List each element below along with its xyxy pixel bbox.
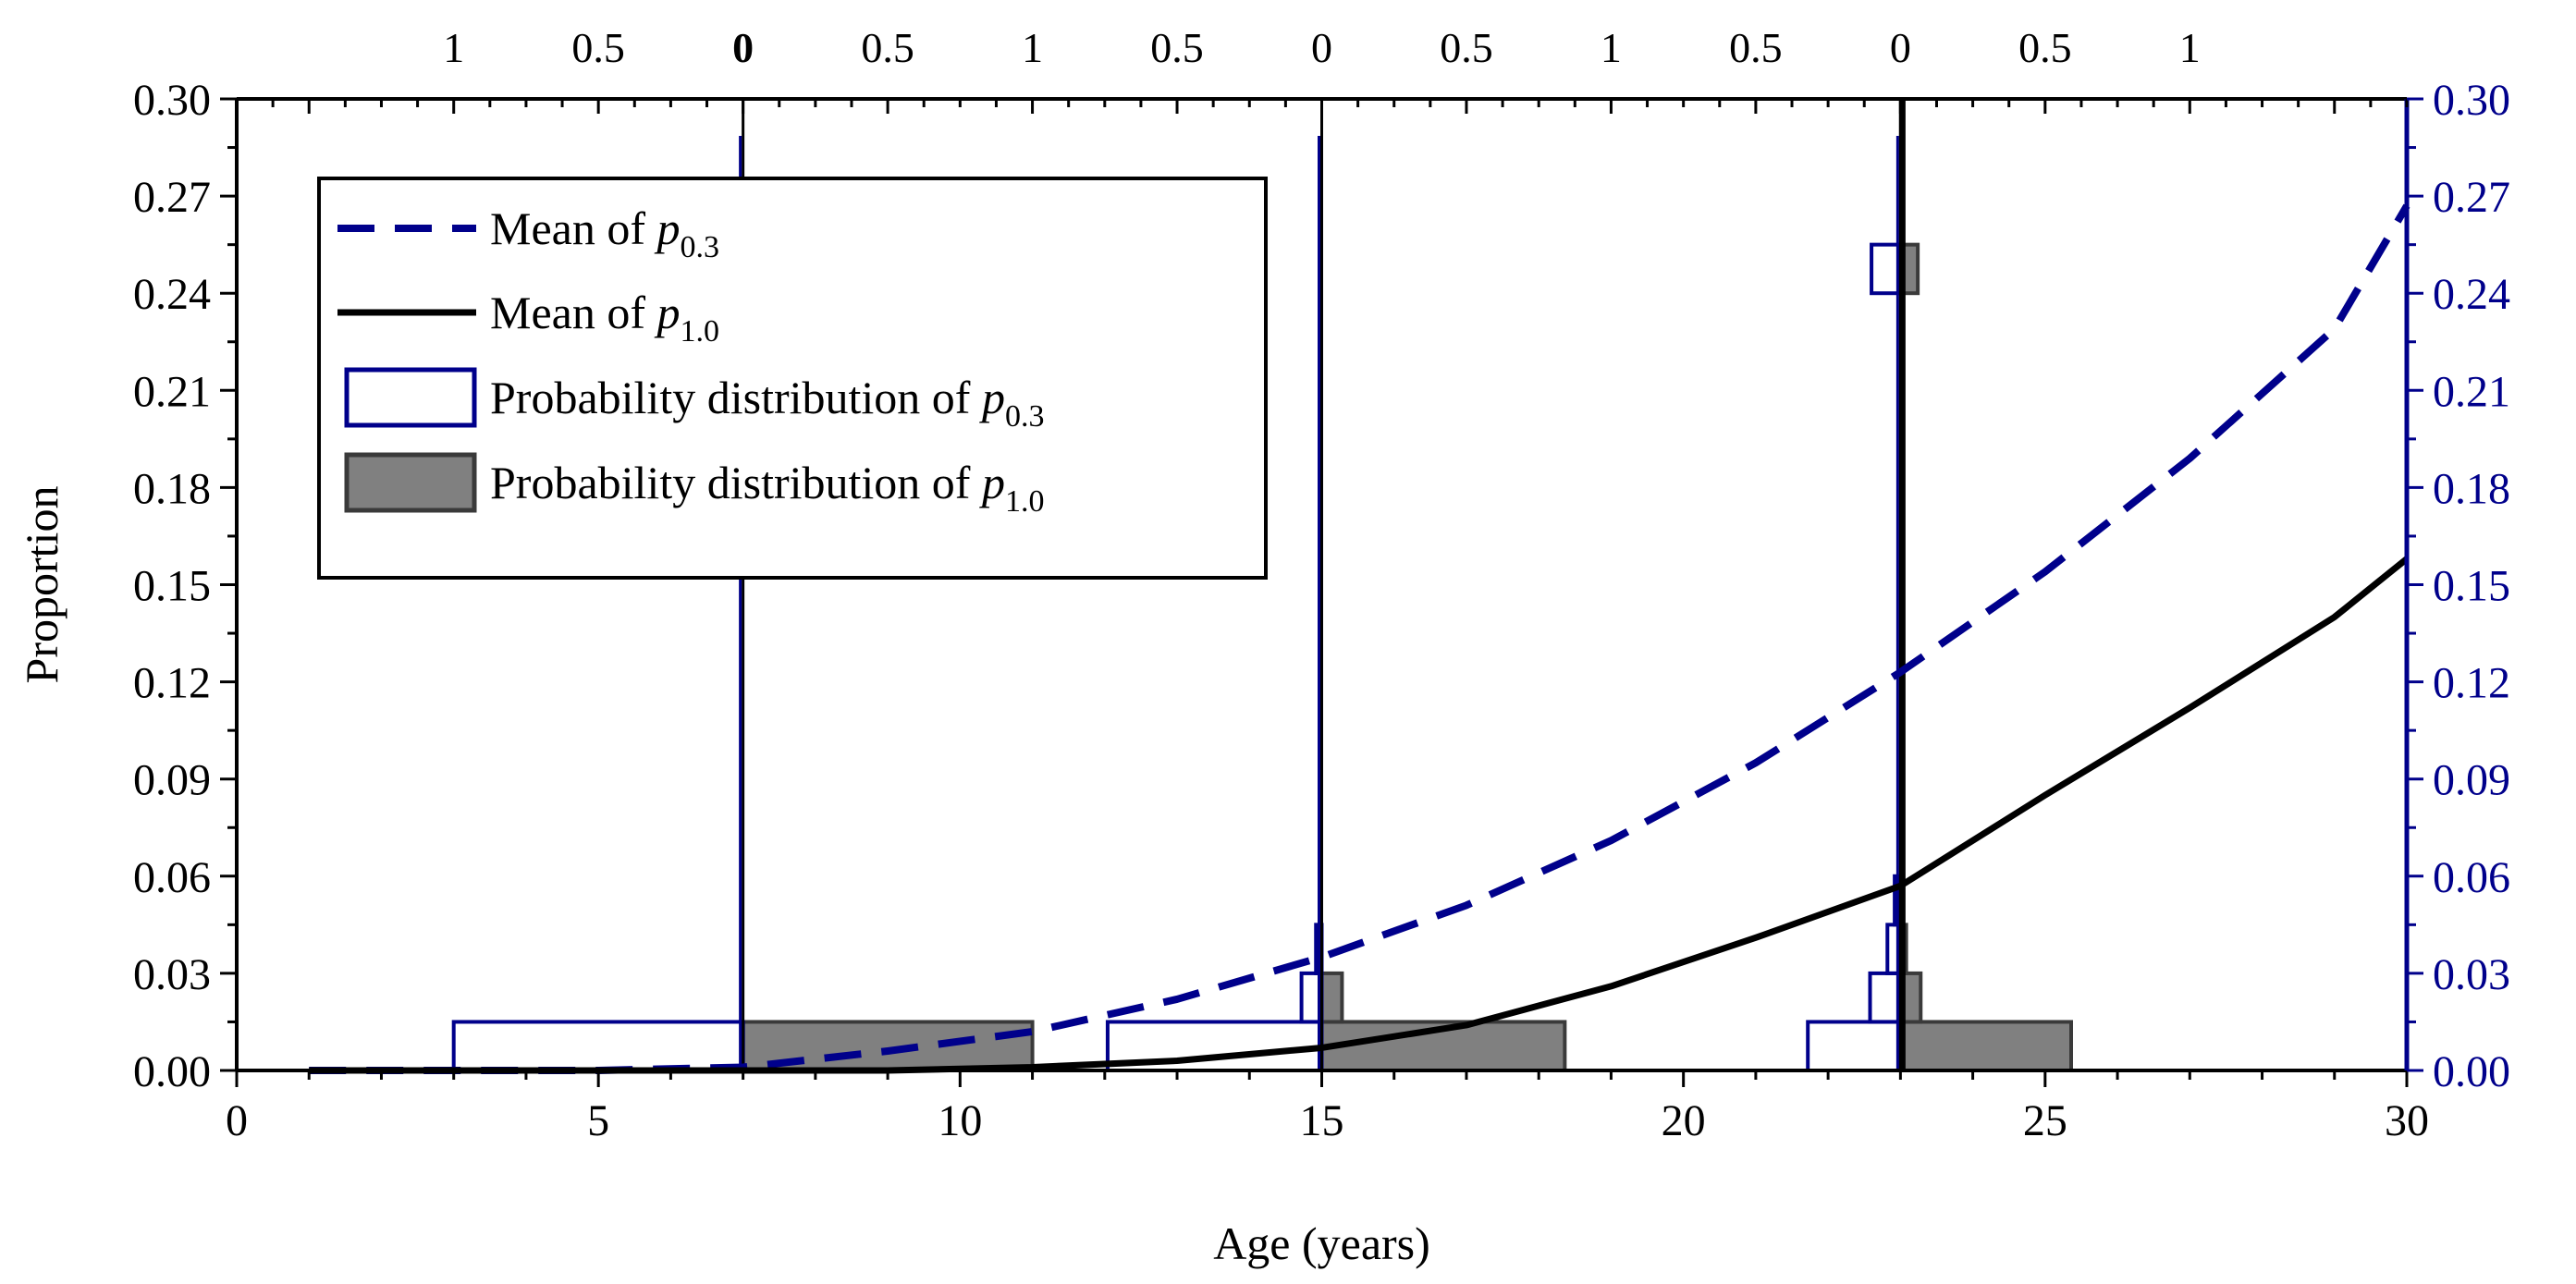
axis-ticks xyxy=(220,97,2423,1087)
x-tick-label: 5 xyxy=(587,1096,609,1145)
y-tick-label-left: 0.06 xyxy=(133,853,211,902)
top-tick-label: 0.5 xyxy=(1150,24,1204,71)
y-axis-title: Proportion xyxy=(16,486,67,684)
x-axis-title: Age (years) xyxy=(1213,1217,1430,1269)
y-tick-label-left: 0.12 xyxy=(133,659,211,708)
top-tick-label: 1 xyxy=(1601,24,1622,71)
tick-labels: 0 5 10 15 20 25 30 1 0.5 0 0.5 1 0.5 0 0.5 1 0.5 0 0.5 1 0.0… xyxy=(133,24,2510,1145)
top-tick-label: 0 xyxy=(732,24,754,71)
top-tick-label: 0.5 xyxy=(571,24,625,71)
y-tick-label-right: 0.24 xyxy=(2433,270,2510,319)
x-tick-label: 0 xyxy=(226,1096,248,1145)
p03-distribution-bar xyxy=(1868,971,1903,1024)
top-tick-label: 0.5 xyxy=(1440,24,1493,71)
p03-distribution-bar xyxy=(1806,1020,1903,1072)
y-tick-label-right: 0.21 xyxy=(2433,367,2510,416)
legend: Mean of p0.3 Mean of p1.0 Probability dist… xyxy=(317,177,1268,580)
legend-marker-filled-box xyxy=(344,452,477,513)
top-tick-label: 0 xyxy=(1890,24,1911,71)
y-tick-label-right: 0.15 xyxy=(2433,562,2510,611)
p03-distribution-bar xyxy=(1870,242,1903,296)
legend-label: Probability distribution of p0.3 xyxy=(490,372,1044,434)
p10-distribution-bar xyxy=(1898,1020,2073,1072)
y-tick-label-left: 0.00 xyxy=(133,1047,211,1096)
top-tick-label: 1 xyxy=(1022,24,1043,71)
top-tick-label: 1 xyxy=(2179,24,2201,71)
y-tick-label-right: 0.30 xyxy=(2433,76,2510,125)
y-tick-label-left: 0.24 xyxy=(133,270,211,319)
y-tick-label-left: 0.21 xyxy=(133,367,211,416)
legend-box xyxy=(317,177,1268,580)
y-tick-label-right: 0.03 xyxy=(2433,950,2510,999)
x-tick-label: 30 xyxy=(2385,1096,2429,1145)
top-tick-label: 1 xyxy=(443,24,464,71)
y-tick-label-right: 0.00 xyxy=(2433,1047,2510,1096)
top-tick-label: 0.5 xyxy=(861,24,914,71)
y-tick-label-right: 0.09 xyxy=(2433,756,2510,805)
y-tick-label-left: 0.30 xyxy=(133,76,211,125)
top-tick-label: 0.5 xyxy=(1729,24,1783,71)
y-tick-label-right: 0.12 xyxy=(2433,659,2510,708)
mean-p10-line xyxy=(309,556,2410,1074)
top-tick-label: 0.5 xyxy=(2018,24,2072,71)
x-tick-label: 10 xyxy=(938,1096,982,1145)
y-tick-label-right: 0.18 xyxy=(2433,464,2510,513)
p03-distribution-bar xyxy=(451,1020,745,1072)
y-tick-label-left: 0.18 xyxy=(133,464,211,513)
top-tick-label: 0 xyxy=(1311,24,1332,71)
legend-marker-open-box xyxy=(344,367,477,428)
p10-distribution-bar xyxy=(1319,971,1344,1024)
distribution-bars xyxy=(451,99,2073,1072)
y-tick-label-left: 0.09 xyxy=(133,756,211,805)
y-tick-label-right: 0.27 xyxy=(2433,173,2510,222)
legend-label: Mean of p0.3 xyxy=(490,202,719,264)
legend-label: Probability distribution of p1.0 xyxy=(490,457,1044,519)
legend-label: Mean of p1.0 xyxy=(490,287,719,349)
y-tick-label-left: 0.15 xyxy=(133,562,211,611)
x-tick-label: 20 xyxy=(1662,1096,1706,1145)
x-tick-label: 15 xyxy=(1300,1096,1344,1145)
x-tick-label: 25 xyxy=(2023,1096,2067,1145)
y-tick-label-left: 0.27 xyxy=(133,173,211,222)
y-tick-label-left: 0.03 xyxy=(133,950,211,999)
y-tick-label-right: 0.06 xyxy=(2433,853,2510,902)
